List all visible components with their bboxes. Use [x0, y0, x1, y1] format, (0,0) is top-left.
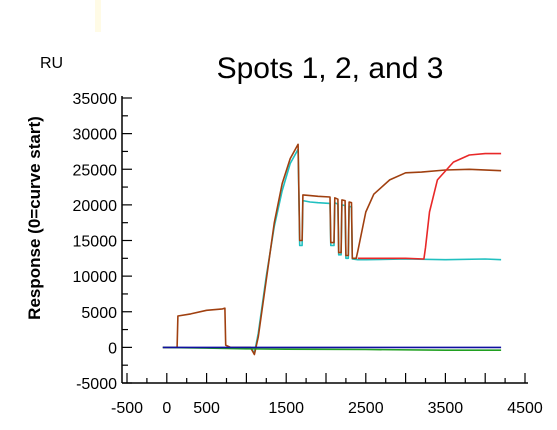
x-tick-label: 3500 [428, 400, 464, 417]
y-tick-label: 25000 [73, 162, 118, 179]
y-tick-label: -5000 [76, 376, 117, 393]
chart-title: Spots 1, 2, and 3 [217, 52, 444, 85]
x-tick-label: 500 [193, 400, 220, 417]
y-tick-label: 30000 [73, 127, 118, 144]
x-tick-label: 4500 [507, 400, 543, 417]
axes: 35000300002500020000150001000050000-5000… [73, 91, 543, 417]
x-tick-label: 2500 [348, 400, 384, 417]
unit-label: RU [40, 55, 63, 72]
plot-area [162, 143, 502, 356]
series-line-1 [249, 148, 502, 354]
y-tick-label: 35000 [73, 91, 118, 108]
y-tick-label: 20000 [73, 198, 118, 215]
series-line-3 [357, 152, 502, 260]
y-tick-label: 15000 [73, 234, 118, 251]
y-tick-label: 0 [108, 340, 117, 357]
x-tick-label: 1500 [268, 400, 304, 417]
y-tick-label: 5000 [81, 305, 117, 322]
series-line-2 [162, 143, 502, 356]
y-tick-label: 10000 [73, 269, 118, 286]
x-tick-label: 0 [162, 400, 171, 417]
x-tick-label: -500 [111, 400, 143, 417]
y-axis-title: Response (0=curve start) [25, 116, 44, 320]
top-left-mark [95, 0, 101, 32]
